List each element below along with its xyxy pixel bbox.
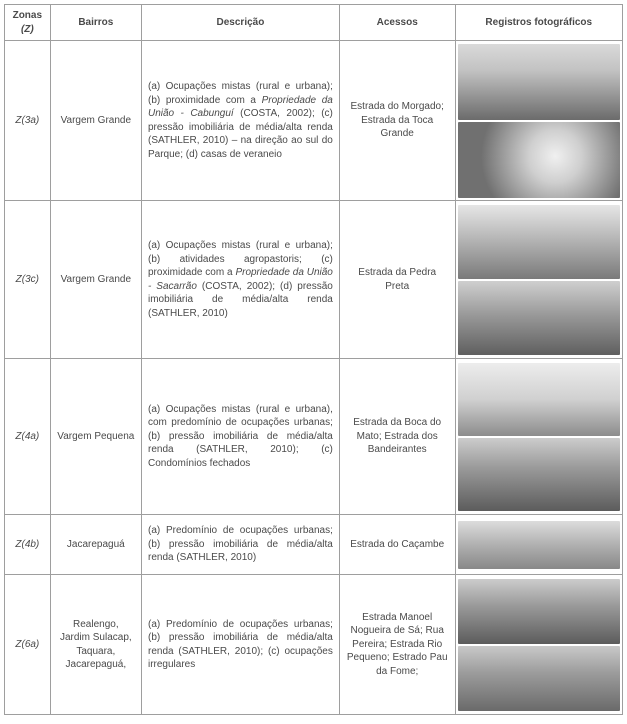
descricao-cell: (a) Predomínio de ocupações urbanas; (b)…: [141, 515, 339, 575]
photo-thumbnail: [458, 521, 620, 569]
photo-cell: [455, 359, 622, 515]
acesso-cell: Estrada da Boca do Mato; Estrada dos Ban…: [339, 359, 455, 515]
zones-table: Zonas (Z) Bairros Descrição Acessos Regi…: [4, 4, 623, 715]
table-row: Z(4a)Vargem Pequena(a) Ocupações mistas …: [5, 359, 623, 515]
bairro-cell: Vargem Pequena: [50, 359, 141, 515]
col-header-registros: Registros fotográficos: [455, 5, 622, 41]
col-header-zonas: Zonas (Z): [5, 5, 51, 41]
zone-cell: Z(6a): [5, 575, 51, 715]
photo-stack: [458, 205, 620, 355]
photo-thumbnail: [458, 438, 620, 511]
bairro-cell: Realengo, Jardim Sulacap, Taquara, Jacar…: [50, 575, 141, 715]
photo-thumbnail: [458, 363, 620, 436]
descricao-cell: (a) Ocupações mistas (rural e urbana); (…: [141, 41, 339, 201]
acesso-cell: Estrada Manoel Nogueira de Sá; Rua Perei…: [339, 575, 455, 715]
zone-cell: Z(4a): [5, 359, 51, 515]
descricao-cell: (a) Ocupações mistas (rural e urbana); (…: [141, 201, 339, 359]
col-header-descricao: Descrição: [141, 5, 339, 41]
zone-cell: Z(3c): [5, 201, 51, 359]
photo-thumbnail: [458, 281, 620, 355]
col-header-bairros: Bairros: [50, 5, 141, 41]
photo-thumbnail: [458, 579, 620, 644]
table-row: Z(3a)Vargem Grande(a) Ocupações mistas (…: [5, 41, 623, 201]
descricao-cell: (a) Predomínio de ocupações urbanas; (b)…: [141, 575, 339, 715]
table-row: Z(6a)Realengo, Jardim Sulacap, Taquara, …: [5, 575, 623, 715]
descricao-cell: (a) Ocupações mistas (rural e urbana), c…: [141, 359, 339, 515]
page-container: Zonas (Z) Bairros Descrição Acessos Regi…: [0, 0, 627, 724]
photo-thumbnail: [458, 122, 620, 198]
photo-cell: [455, 575, 622, 715]
zone-cell: Z(4b): [5, 515, 51, 575]
photo-stack: [458, 44, 620, 198]
header-zonas-italic: (Z): [21, 24, 34, 35]
zone-cell: Z(3a): [5, 41, 51, 201]
col-header-acessos: Acessos: [339, 5, 455, 41]
bairro-cell: Jacarepaguá: [50, 515, 141, 575]
acesso-cell: Estrada do Caçambe: [339, 515, 455, 575]
acesso-cell: Estrada da Pedra Preta: [339, 201, 455, 359]
bairro-cell: Vargem Grande: [50, 41, 141, 201]
table-row: Z(3c)Vargem Grande(a) Ocupações mistas (…: [5, 201, 623, 359]
photo-cell: [455, 515, 622, 575]
photo-stack: [458, 579, 620, 711]
photo-cell: [455, 201, 622, 359]
bairro-cell: Vargem Grande: [50, 201, 141, 359]
table-header-row: Zonas (Z) Bairros Descrição Acessos Regi…: [5, 5, 623, 41]
acesso-cell: Estrada do Morgado; Estrada da Toca Gran…: [339, 41, 455, 201]
photo-stack: [458, 363, 620, 511]
photo-cell: [455, 41, 622, 201]
photo-thumbnail: [458, 205, 620, 279]
table-row: Z(4b)Jacarepaguá(a) Predomínio de ocupaç…: [5, 515, 623, 575]
photo-stack: [458, 521, 620, 569]
header-zonas-text: Zonas: [13, 10, 42, 21]
photo-thumbnail: [458, 44, 620, 120]
photo-thumbnail: [458, 646, 620, 711]
table-body: Z(3a)Vargem Grande(a) Ocupações mistas (…: [5, 41, 623, 715]
